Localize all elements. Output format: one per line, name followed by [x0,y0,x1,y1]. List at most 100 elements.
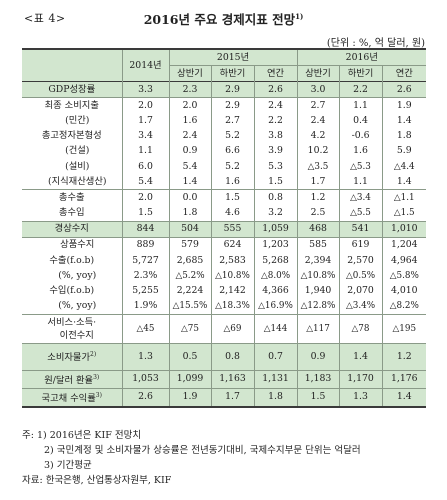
cell-value: △45 [121,313,169,344]
cell-value: 0.4 [338,113,383,129]
cell-value: 0.9 [168,143,211,159]
cell-value: 1,203 [253,236,298,254]
row-label: 국고채 수익률3) [22,387,122,408]
row-label: (건설) [65,145,90,157]
cell-value: 2,142 [210,283,254,299]
cell-value: 4,964 [381,253,427,269]
cell-value: 0.5 [168,342,211,371]
note-3: 3) 기간평균 [44,460,92,471]
cell-value: △4.4 [381,158,427,175]
note-2: 2) 국민계정 및 소비자물가 상승률은 전년동기대비, 국제수지부문 단위는 … [44,445,361,456]
cell-value: 3.0 [296,81,340,98]
cell-value: 2.9 [210,97,254,114]
cell-value: 844 [121,220,169,238]
cell-value: 1.4 [338,342,383,371]
cell-value: 3.3 [121,81,169,98]
row-label: 수입(f.o.b) [49,285,95,297]
cell-value: 0.7 [253,342,298,371]
cell-value: 1.8 [381,128,427,144]
cell-value: 2.4 [168,128,211,144]
header-2015-h2: 하반기 [210,65,254,82]
cell-value: 4.6 [210,205,254,222]
cell-value: 0.0 [168,189,211,206]
header-2015-h1: 상반기 [168,65,211,82]
note-1: 주: 1) 2016년은 KIF 전망치 [22,430,142,441]
cell-value: 2.6 [381,81,427,98]
cell-value: 1,204 [381,236,427,254]
cell-value: △0.5% [338,268,383,284]
cell-value: 4,366 [253,283,298,299]
cell-value: △117 [296,313,340,344]
cell-value: 1.1 [338,174,383,190]
cell-value: △10.8% [296,268,340,284]
cell-value: 1.4 [381,387,427,408]
cell-value: 2.9 [210,81,254,98]
cell-value: 4,010 [381,283,427,299]
cell-value: 5.2 [210,128,254,144]
footnotes: 주: 1) 2016년은 KIF 전망치 2) 국민계정 및 소비자물가 상승률… [22,428,442,488]
row-label: 최종 소비지출 [22,97,122,114]
cell-value: △12.8% [296,298,340,315]
corner-header [22,49,122,82]
cell-value: 1,183 [296,369,340,389]
cell-value: △15.5% [168,298,211,315]
table-row: 최종 소비지출 2.0 2.0 2.9 2.4 2.7 1.1 1.9 [22,97,427,114]
cell-value: △5.5 [338,205,383,222]
cell-value: 1,163 [210,369,254,389]
cell-value: △10.8% [210,268,254,284]
cell-value: 2,224 [168,283,211,299]
cell-value: 1.3 [338,387,383,408]
row-label: 수출(f.o.b) [49,254,95,266]
table-row: 상품수지 889 579 624 1,203 585 619 1,204 [22,236,427,254]
cell-value: 1.1 [121,143,169,159]
cell-value: 504 [168,220,211,238]
cell-value: 624 [210,236,254,254]
cell-value: 1.3 [121,342,169,371]
cell-value: 541 [338,220,383,238]
cell-value: △3.4% [338,298,383,315]
cell-value: 1,099 [168,369,211,389]
cell-value: △5.3 [338,158,383,175]
cell-value: △1.5 [381,205,427,222]
table-row: 총수입 1.5 1.8 4.6 3.2 2.5 △5.5 △1.5 [22,205,427,222]
cell-value: 468 [296,220,340,238]
row-label: GDP성장률 [22,81,122,98]
header-2016-year: 연간 [381,65,427,82]
header-2014: 2014년 [121,49,169,82]
table-row: 총고정자본형성 3.4 2.4 5.2 3.8 4.2 -0.6 1.8 [22,128,427,144]
cell-value: 889 [121,236,169,254]
cell-value: 1.6 [210,174,254,190]
header-2015-year: 연간 [253,65,298,82]
title-row: 2016년 주요 경제지표 전망1) <표 4> [0,8,447,28]
cell-value: 2.7 [210,113,254,129]
table-row: (지식재산생산) 5.4 1.4 1.6 1.5 1.7 1.1 1.4 [22,174,427,190]
cell-value: 2,070 [338,283,383,299]
cell-value: 10.2 [296,143,340,159]
row-label: (지식재산생산) [47,175,107,187]
table-row: 국고채 수익률3) 2.6 1.9 1.7 1.8 1.5 1.3 1.4 [22,387,427,408]
table-row: GDP성장률 3.3 2.3 2.9 2.6 3.0 2.2 2.6 [22,81,427,98]
row-label: 서비스·소득· 이전수지 [22,313,122,344]
cell-value: 1,053 [121,369,169,389]
cell-value: 5.2 [210,158,254,175]
cell-value: 2,583 [210,253,254,269]
row-label: 원/달러 환율3) [22,369,122,389]
cell-value: 1.6 [168,113,211,129]
row-label: 소비자물가2) [22,342,122,371]
cell-value: 1.7 [121,113,169,129]
table-row: (민간) 1.7 1.6 2.7 2.2 2.4 0.4 1.4 [22,113,427,129]
cell-value: △16.9% [253,298,298,315]
cell-value: 1.7 [210,387,254,408]
cell-value: △69 [210,313,254,344]
cell-value: 5.4 [168,158,211,175]
cell-value: 1.5 [121,205,169,222]
cell-value: 5.4 [121,174,169,190]
cell-value: 5.3 [253,158,298,175]
cell-value: 0.8 [210,342,254,371]
main-title: 2016년 주요 경제지표 전망1) [143,11,304,27]
cell-value: -0.6 [338,128,383,144]
cell-value: 3.9 [253,143,298,159]
cell-value: 1.2 [296,189,340,206]
cell-value: 1.4 [168,174,211,190]
